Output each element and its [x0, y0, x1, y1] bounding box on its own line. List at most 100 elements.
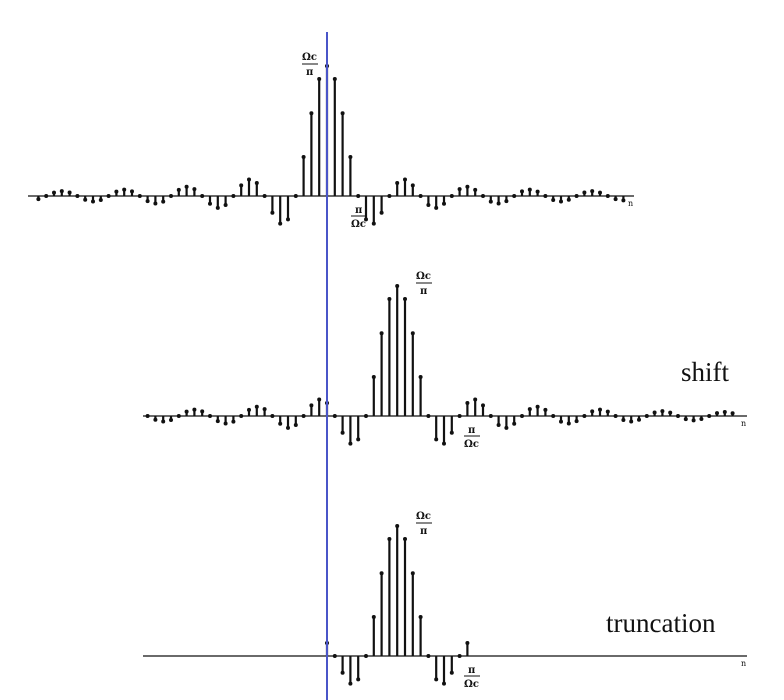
stem-dot	[356, 194, 361, 198]
stem-dot	[44, 194, 49, 198]
stem-dot	[176, 414, 181, 418]
stem-dot	[379, 331, 384, 336]
stem-dot	[247, 177, 251, 182]
stem-dot	[262, 407, 267, 412]
stem-dot	[176, 187, 181, 192]
stem-dot	[161, 199, 166, 204]
stem-dot	[598, 407, 602, 412]
stem-dot	[652, 410, 657, 415]
stem-dot	[200, 194, 205, 198]
stem-dot	[364, 414, 368, 418]
caption-truncation: truncation	[606, 608, 716, 638]
stem-dot	[621, 418, 626, 423]
stem-dot	[169, 194, 173, 198]
stem-dot	[137, 194, 142, 198]
stem-dot	[270, 210, 275, 215]
stem-dot	[371, 374, 376, 379]
stem-dot	[231, 194, 236, 198]
stem-dot	[161, 419, 166, 424]
stem-dot	[426, 654, 431, 658]
stem-dot	[410, 183, 415, 188]
stem-dot	[598, 190, 602, 195]
stem-dot	[715, 411, 719, 416]
stem-dot	[130, 189, 134, 194]
stem-dot	[691, 418, 696, 423]
stem-dot	[309, 111, 314, 116]
stem-dot	[387, 296, 392, 301]
stem-dot	[551, 414, 556, 418]
stem-dot	[317, 76, 322, 81]
stem-dot	[215, 205, 220, 210]
stem-dot	[520, 189, 524, 194]
stem-dot	[629, 419, 634, 424]
stem-dot	[543, 194, 548, 198]
stem-dot	[465, 640, 470, 645]
stem-samples	[325, 524, 470, 686]
stem-dot	[192, 187, 197, 192]
stem-dot	[457, 414, 462, 418]
stem-dot	[278, 421, 283, 426]
stem-dot	[465, 400, 470, 405]
panel-shifted-sinc: Ωc π π Ωc n shift	[143, 271, 747, 450]
peak-label-numerator: Ωc	[302, 52, 317, 63]
stem-dot	[426, 203, 431, 208]
stem-dot	[278, 221, 283, 226]
stem-dot	[605, 194, 610, 198]
stem-dot	[613, 414, 618, 418]
stem-dot	[169, 418, 173, 423]
peak-label-denominator: π	[420, 286, 427, 297]
stem-dot	[395, 524, 400, 528]
stem-samples	[36, 64, 626, 226]
stem-dot	[613, 197, 618, 202]
stem-dot	[371, 614, 376, 619]
stem-dot	[637, 417, 641, 422]
stem-dot	[457, 654, 462, 658]
stem-dot	[403, 536, 407, 541]
stem-dot	[504, 199, 509, 204]
stem-dot	[286, 217, 290, 222]
stem-dot	[496, 423, 501, 428]
stem-dot	[449, 670, 454, 675]
peak-label-numerator: Ωc	[416, 271, 431, 282]
stem-dot	[340, 670, 345, 675]
stem-dot	[410, 571, 415, 576]
peak-label-denominator: π	[420, 526, 427, 537]
stem-dot	[200, 409, 205, 414]
stem-dot	[340, 430, 345, 435]
stem-dot	[270, 414, 275, 418]
stem-dot	[184, 409, 189, 414]
stem-dot	[247, 407, 251, 412]
stem-dot	[426, 414, 431, 418]
stem-dot	[293, 194, 298, 198]
stem-dot	[348, 441, 353, 446]
stem-dot	[379, 571, 384, 576]
stem-dot	[340, 111, 345, 116]
stem-dot	[574, 194, 579, 198]
stem-dot	[582, 414, 587, 418]
stem-dot	[473, 397, 478, 402]
axis-n-label: n	[628, 199, 633, 208]
stem-dot	[442, 681, 446, 686]
stem-dot	[465, 184, 470, 189]
stem-dot	[231, 419, 236, 424]
stem-dot	[574, 419, 579, 424]
stem-dot	[559, 419, 563, 424]
stem-dot	[418, 374, 423, 379]
stem-dot	[106, 194, 111, 198]
stem-dot	[215, 419, 220, 424]
axis-n-label: n	[741, 419, 746, 428]
stem-dot	[449, 430, 454, 435]
stem-dot	[293, 423, 298, 428]
stem-dot	[223, 203, 228, 208]
stem-dot	[262, 194, 267, 198]
stem-dot	[254, 404, 259, 409]
stem-dot	[192, 407, 197, 412]
stem-dot	[488, 199, 493, 204]
stem-dot	[434, 677, 439, 682]
panel-truncated-sinc: Ωc π π Ωc n truncation	[143, 511, 747, 690]
stem-dot	[395, 180, 400, 185]
stem-dot	[481, 403, 485, 408]
stem-dot	[473, 187, 478, 192]
stem-dot	[504, 425, 509, 430]
